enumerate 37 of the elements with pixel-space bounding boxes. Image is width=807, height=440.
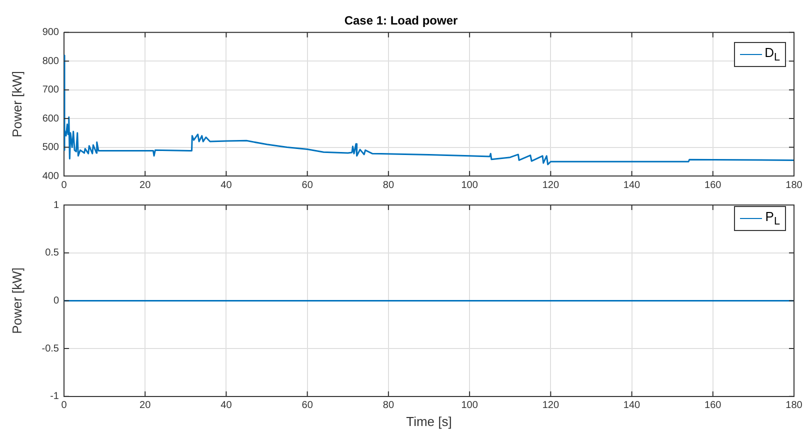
legend-label: D$_{L}$ [764,45,780,64]
y-axis-title: Power [kW] [9,70,24,138]
x-tick-label: 100 [461,180,478,191]
y-tick-label: 600 [42,113,60,124]
y-tick-label: 400 [42,170,60,182]
x-tick-label: 160 [704,400,722,412]
y-tick-label: 1 [53,200,60,211]
x-tick-label: 180 [786,400,803,412]
x-tick-label: 20 [140,400,152,412]
x-tick-label: 0 [61,180,68,191]
x-tick-label: 40 [220,180,232,191]
y-axis-title: Power [kW] [9,267,24,334]
x-tick-label: 0 [61,400,68,412]
x-tick-label: 40 [220,400,232,412]
chart-title: Case 1: Load power [344,14,458,28]
x-tick-label: 80 [382,180,394,191]
y-tick-label: 700 [42,84,60,96]
y-tick-label: 900 [42,27,60,38]
x-tick-label: 60 [302,400,314,412]
y-tick-label: 0 [53,295,60,306]
x-tick-label: 180 [786,180,803,191]
x-tick-label: 120 [542,180,560,191]
x-axis-title: Time [s] [406,414,452,429]
x-tick-label: 100 [461,400,478,412]
y-tick-label: 500 [42,142,60,154]
y-tick-label: -1 [50,391,60,402]
x-tick-label: 20 [140,180,152,191]
legend-label: P$_{L}$ [765,209,780,228]
x-tick-label: 140 [623,400,641,412]
x-tick-label: 80 [382,400,394,412]
y-tick-label: -0.5 [42,343,60,354]
y-tick-label: 800 [42,56,60,67]
x-tick-label: 140 [623,180,641,191]
x-tick-label: 60 [302,180,314,191]
x-tick-label: 160 [704,180,722,191]
x-tick-label: 120 [542,400,560,412]
y-tick-label: 0.5 [45,248,60,259]
